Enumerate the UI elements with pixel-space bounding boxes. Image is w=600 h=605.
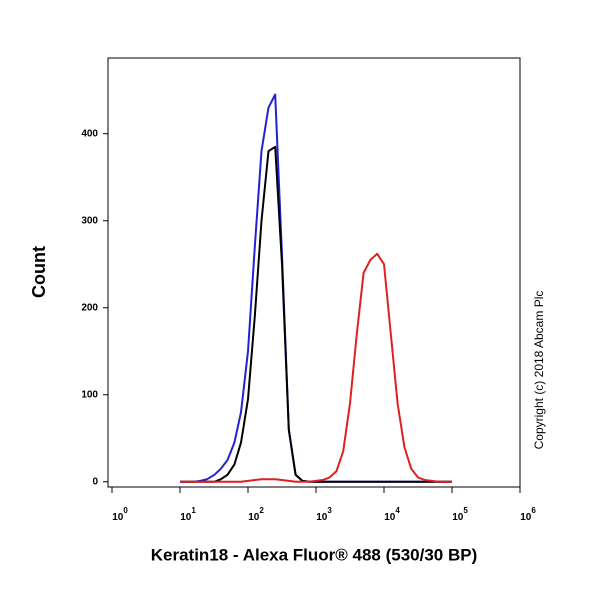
series-line (180, 252, 452, 483)
x-tick-exponent: 6 (531, 506, 536, 515)
y-tick-label: 300 (81, 215, 98, 226)
series-line (180, 93, 452, 483)
x-axis-label: Keratin18 - Alexa Fluor® 488 (530/30 BP) (151, 545, 478, 564)
x-tick-exponent: 5 (463, 506, 468, 515)
x-tick-exponent: 2 (259, 506, 264, 515)
x-tick-base: 10 (452, 512, 464, 523)
plot-frame (107, 57, 521, 488)
x-tick-base: 10 (384, 512, 396, 523)
x-tick-label: 104 (384, 506, 400, 523)
series-line (180, 145, 452, 483)
x-tick-label: 100 (112, 506, 128, 523)
y-tick-label: 400 (81, 128, 98, 139)
x-tick-base: 10 (112, 512, 124, 523)
x-tick-label: 102 (248, 506, 264, 523)
x-tick-label: 101 (180, 506, 196, 523)
y-axis-label: Count (29, 246, 49, 298)
x-tick-label: 105 (452, 506, 468, 523)
x-tick-label: 103 (316, 506, 332, 523)
x-tick-exponent: 4 (395, 506, 400, 515)
x-tick-base: 10 (248, 512, 260, 523)
x-tick-base: 10 (180, 512, 192, 523)
x-tick-exponent: 3 (327, 506, 332, 515)
x-tick-exponent: 0 (123, 506, 128, 515)
x-tick-label: 106 (520, 506, 536, 523)
x-tick-exponent: 1 (191, 506, 196, 515)
x-tick-base: 10 (520, 512, 532, 523)
copyright-note: Copyright (c) 2018 Abcam Plc (532, 291, 546, 450)
y-tick-label: 100 (81, 389, 98, 400)
y-tick-label: 200 (81, 302, 98, 313)
x-tick-base: 10 (316, 512, 328, 523)
y-tick-label: 0 (92, 476, 98, 487)
